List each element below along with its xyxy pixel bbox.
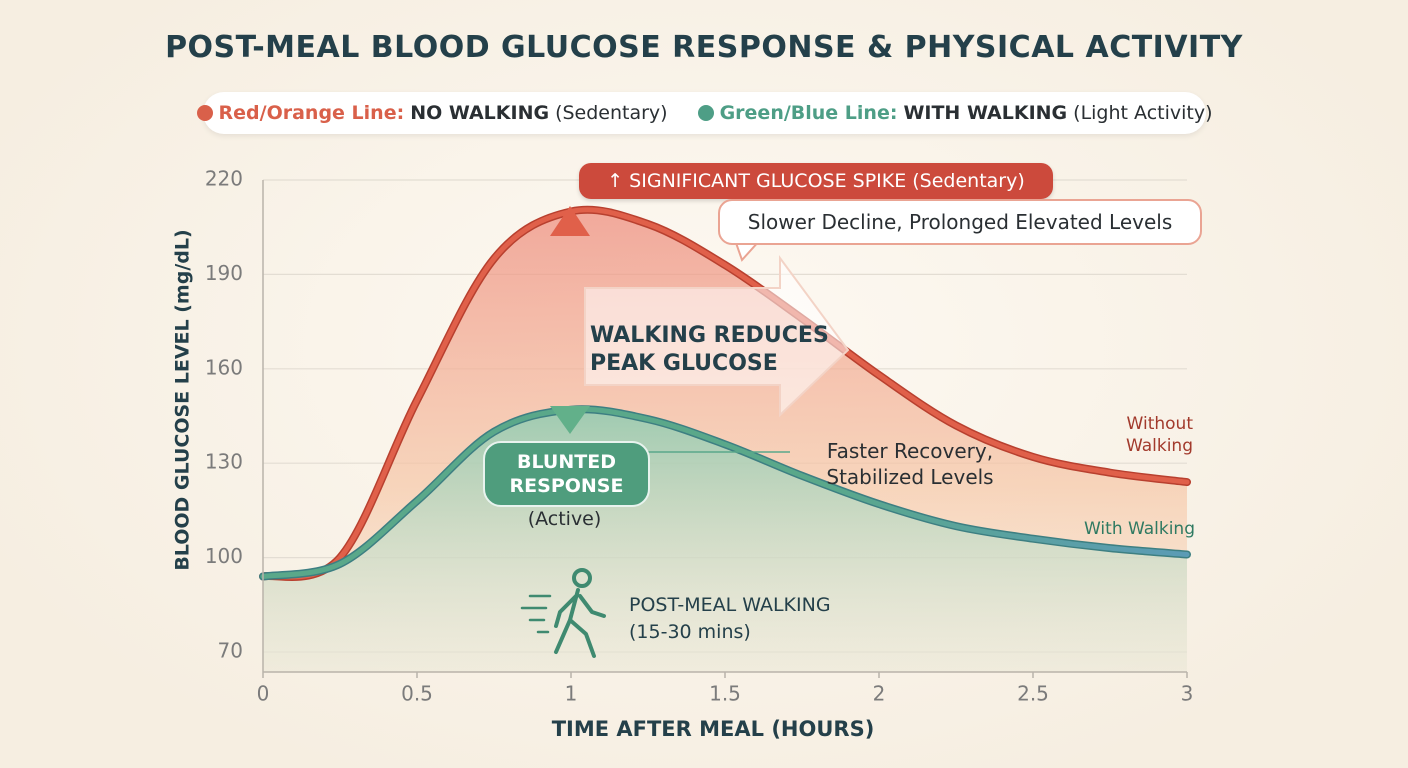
arrow-head-up — [550, 206, 590, 236]
chart-title: POST-MEAL BLOOD GLUCOSE RESPONSE & PHYSI… — [165, 30, 1243, 65]
line — [260, 207, 1190, 580]
decline-callout: Slower Decline, Prolonged Elevated Level… — [718, 199, 1202, 245]
x-tick-label: 2.5 — [1017, 682, 1049, 706]
y-tick-label: 220 — [205, 167, 243, 191]
x-tick-label: 0 — [257, 682, 270, 706]
x-axis-label: TIME AFTER MEAL (HOURS) — [552, 717, 875, 741]
legend-note: (Light Activity) — [1073, 102, 1213, 124]
legend-label: Red/Orange Line: — [218, 102, 405, 124]
x-tick-label: 3 — [1181, 682, 1194, 706]
y-tick-label: 130 — [205, 450, 243, 474]
x-tick-label: 2 — [873, 682, 886, 706]
reduction-annotation: WALKING REDUCES PEAK GLUCOSE — [590, 323, 829, 376]
walking-duration: (15-30 mins) — [629, 621, 751, 643]
y-tick-label: 70 — [218, 639, 243, 663]
recovery-annotation: Faster Recovery, Stabilized Levels — [826, 439, 994, 489]
legend: Red/Orange Line: NO WALKING (Sedentary) Gre… — [196, 92, 1213, 134]
legend-emphasis: NO WALKING — [410, 102, 550, 124]
active-note: (Active) — [527, 508, 602, 530]
y-axis-label: BLOOD GLUCOSE LEVEL (mg/dL) — [172, 229, 194, 570]
y-tick-label: 160 — [205, 355, 243, 379]
legend-note: (Sedentary) — [555, 102, 668, 124]
y-tick-label: 190 — [205, 261, 243, 285]
y-tick-label: 100 — [205, 544, 243, 568]
x-tick-label: 0.5 — [401, 682, 433, 706]
series-end-label: Without Walking — [1126, 414, 1193, 456]
line — [260, 406, 1190, 579]
spike-annotation: ↑ SIGNIFICANT GLUCOSE SPIKE (Sedentary) — [579, 163, 1053, 199]
x-tick-label: 1.5 — [709, 682, 741, 706]
walking-label: POST-MEAL WALKING — [629, 594, 831, 616]
legend-label: Green/Blue Line: — [719, 102, 898, 124]
legend-item: Red/Orange Line: NO WALKING (Sedentary) — [196, 102, 668, 124]
x-tick-label: 1 — [565, 682, 578, 706]
legend-item: Green/Blue Line: WITH WALKING (Light Activ… — [697, 102, 1213, 124]
walking-icon — [520, 568, 606, 658]
legend-swatch — [196, 105, 213, 121]
reduction-arrow — [584, 254, 850, 418]
blunted-badge: BLUNTED RESPONSE — [483, 441, 650, 507]
series-end-label: With Walking — [1084, 519, 1195, 539]
arrow-head-down — [550, 406, 590, 434]
legend-swatch — [697, 105, 714, 121]
legend-emphasis: WITH WALKING — [903, 102, 1068, 124]
